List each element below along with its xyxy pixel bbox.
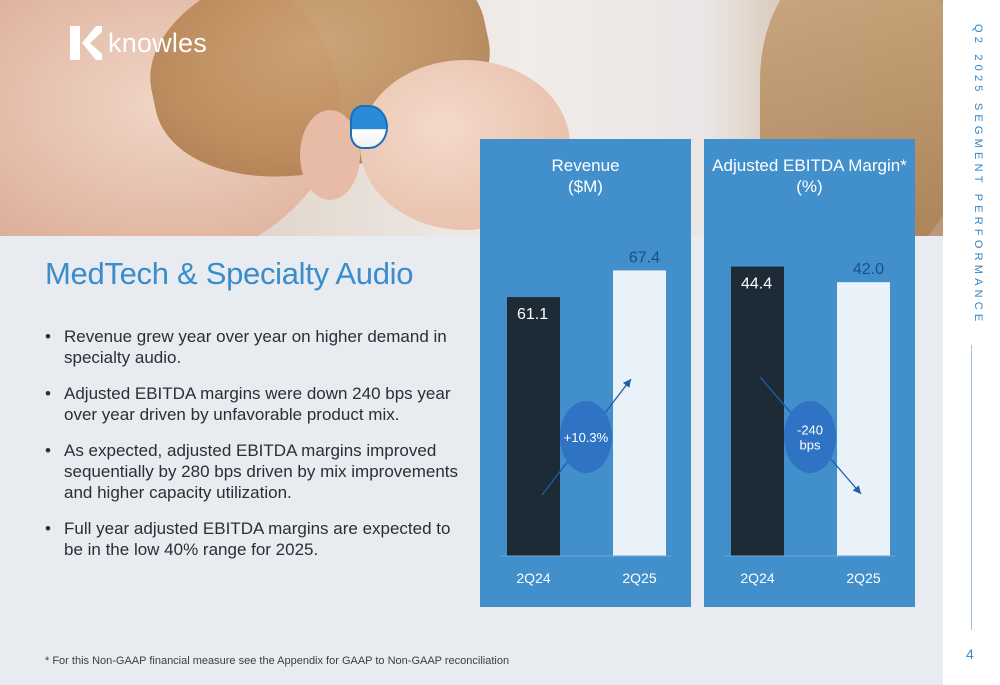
chart-title-line: Revenue [551, 156, 620, 175]
bar-2Q25 [837, 282, 890, 556]
change-bubble [560, 401, 612, 473]
bar-value-label: 67.4 [629, 249, 660, 266]
bar-2Q25 [613, 270, 666, 556]
bullet-text: Full year adjusted EBITDA margins are ex… [64, 519, 451, 559]
brand-logo: knowles [68, 26, 207, 60]
change-label: -240 [797, 423, 823, 438]
bullet-icon: • [45, 519, 51, 538]
section-label: Q2 2025 SEGMENT PERFORMANCE [972, 24, 984, 326]
divider [971, 345, 972, 630]
category-label: 2Q25 [846, 570, 880, 586]
bar-value-label: 61.1 [517, 306, 548, 323]
brand-name: knowles [108, 27, 207, 58]
footnote: * For this Non-GAAP financial measure se… [45, 655, 510, 667]
list-item: • Full year adjusted EBITDA margins are e… [45, 518, 465, 560]
change-label: +10.3% [564, 430, 609, 445]
list-item: • Revenue grew year over year on higher d… [45, 326, 465, 368]
bullet-text: As expected, adjusted EBITDA margins imp… [64, 441, 459, 502]
category-label: 2Q25 [622, 570, 656, 586]
trend-arrow-head-icon [622, 379, 631, 388]
revenue-chart-panel: Revenue ($M) 61.1 2Q24 67.4 2Q25 +10.3% [480, 139, 691, 607]
page-number: 4 [966, 646, 974, 662]
change-label: bps [800, 438, 821, 453]
chart-title-unit: ($M) [568, 177, 603, 196]
bar-2Q24 [507, 297, 560, 556]
bullet-text: Revenue grew year over year on higher de… [64, 327, 447, 367]
bullet-icon: • [45, 384, 51, 403]
chart-title: Adjusted EBITDA Margin* (%) [704, 155, 915, 197]
category-label: 2Q24 [516, 570, 550, 586]
hearing-aid-device [350, 105, 388, 149]
ebitda-chart-panel: Adjusted EBITDA Margin* (%) 44.4 2Q24 42.0… [704, 139, 915, 607]
bullet-text: Adjusted EBITDA margins were down 240 bp… [64, 384, 451, 424]
category-label: 2Q24 [740, 570, 774, 586]
logo-mark-icon [68, 26, 102, 60]
hero-photo [0, 0, 943, 236]
page-title: MedTech & Specialty Audio [45, 256, 414, 291]
bar-2Q24 [731, 266, 784, 556]
change-bubble [784, 401, 836, 473]
bullet-icon: • [45, 441, 51, 460]
trend-arrow-head-icon [852, 485, 861, 494]
chart-title-line: Adjusted EBITDA Margin* [712, 156, 907, 175]
list-item: • As expected, adjusted EBITDA margins im… [45, 440, 465, 503]
bullet-list: • Revenue grew year over year on higher d… [45, 326, 465, 575]
bullet-icon: • [45, 327, 51, 346]
revenue-chart: 61.1 2Q24 67.4 2Q25 +10.3% [500, 249, 671, 586]
bar-value-label: 44.4 [741, 276, 772, 293]
chart-title: Revenue ($M) [480, 155, 691, 197]
chart-title-unit: (%) [796, 177, 823, 196]
list-item: • Adjusted EBITDA margins were down 240 b… [45, 383, 465, 425]
bar-value-label: 42.0 [853, 261, 884, 278]
